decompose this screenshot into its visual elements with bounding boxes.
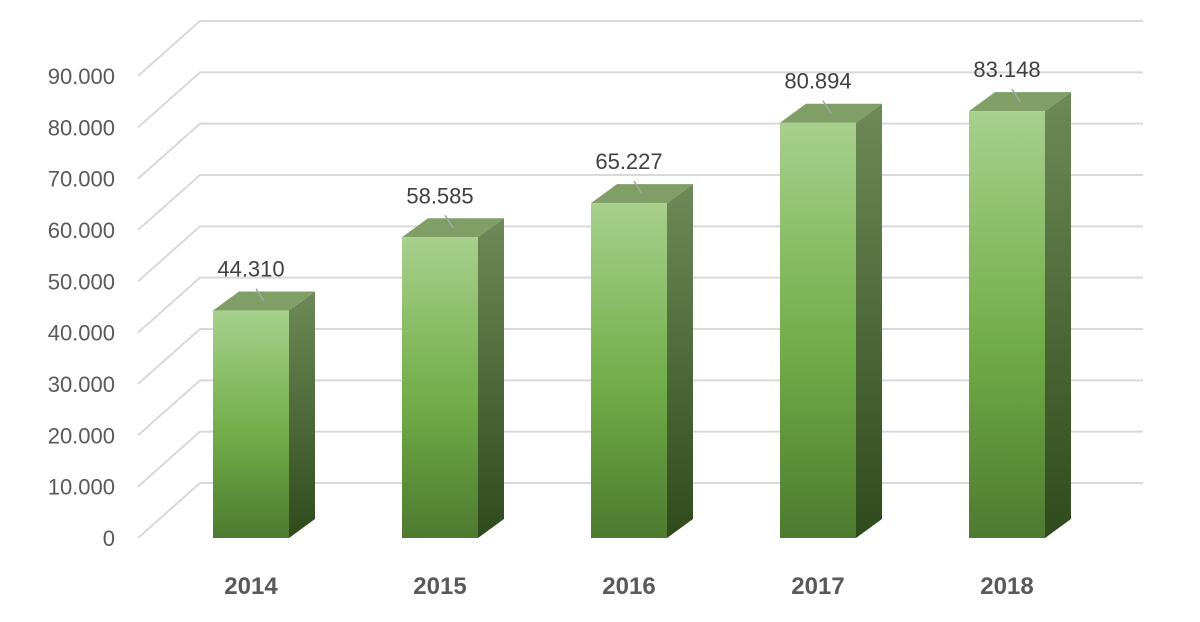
bar-2015: 58.585 bbox=[402, 183, 504, 538]
bar-2016: 65.227 bbox=[591, 149, 693, 538]
bar-2014: 44.310 bbox=[213, 257, 315, 538]
bar-side bbox=[289, 291, 315, 538]
bar-2018: 83.148 bbox=[969, 57, 1071, 539]
data-label-leader bbox=[822, 100, 832, 114]
data-label: 44.310 bbox=[217, 257, 284, 282]
bar-2017: 80.894 bbox=[780, 69, 882, 538]
y-axis: 0 10.000 20.000 30.000 40.000 50.000 60.000 70.… bbox=[48, 64, 115, 551]
y-tick-label: 90.000 bbox=[48, 64, 115, 89]
bar-side bbox=[856, 103, 882, 538]
bar-front bbox=[591, 203, 667, 538]
x-tick-label: 2015 bbox=[413, 573, 466, 600]
x-tick-label: 2018 bbox=[980, 573, 1033, 600]
gridlines bbox=[137, 20, 1143, 539]
y-tick-label: 10.000 bbox=[48, 475, 115, 500]
bar-front bbox=[969, 111, 1045, 539]
data-label-leader bbox=[444, 214, 454, 229]
y-tick-label: 0 bbox=[103, 526, 115, 551]
bar-front bbox=[213, 310, 289, 538]
x-tick-label: 2017 bbox=[791, 573, 844, 600]
data-label: 83.148 bbox=[973, 57, 1040, 82]
data-label: 65.227 bbox=[595, 149, 662, 174]
y-tick-label: 30.000 bbox=[48, 372, 115, 397]
bar-front bbox=[402, 237, 478, 538]
bar-side bbox=[1045, 92, 1071, 539]
x-tick-label: 2016 bbox=[602, 573, 655, 600]
data-label: 58.585 bbox=[406, 183, 473, 208]
data-label-leader bbox=[1011, 88, 1021, 103]
y-tick-label: 20.000 bbox=[48, 423, 115, 448]
gridline bbox=[137, 20, 1143, 77]
y-tick-label: 40.000 bbox=[48, 321, 115, 346]
bar-side bbox=[667, 184, 693, 538]
gridline bbox=[137, 71, 1143, 129]
data-label-leader bbox=[255, 288, 265, 302]
data-label: 80.894 bbox=[784, 69, 851, 94]
bar-side bbox=[478, 218, 504, 538]
y-tick-label: 70.000 bbox=[48, 167, 115, 192]
y-tick-label: 60.000 bbox=[48, 218, 115, 243]
data-label-leader bbox=[633, 180, 643, 195]
y-tick-label: 80.000 bbox=[48, 115, 115, 140]
bars: 44.310 58.585 65.227 80.894 83.148 bbox=[213, 57, 1071, 539]
y-tick-label: 50.000 bbox=[48, 269, 115, 294]
x-axis: 2014 2015 2016 2017 2018 bbox=[224, 573, 1033, 600]
x-tick-label: 2014 bbox=[224, 573, 278, 600]
bar-front bbox=[780, 122, 856, 538]
